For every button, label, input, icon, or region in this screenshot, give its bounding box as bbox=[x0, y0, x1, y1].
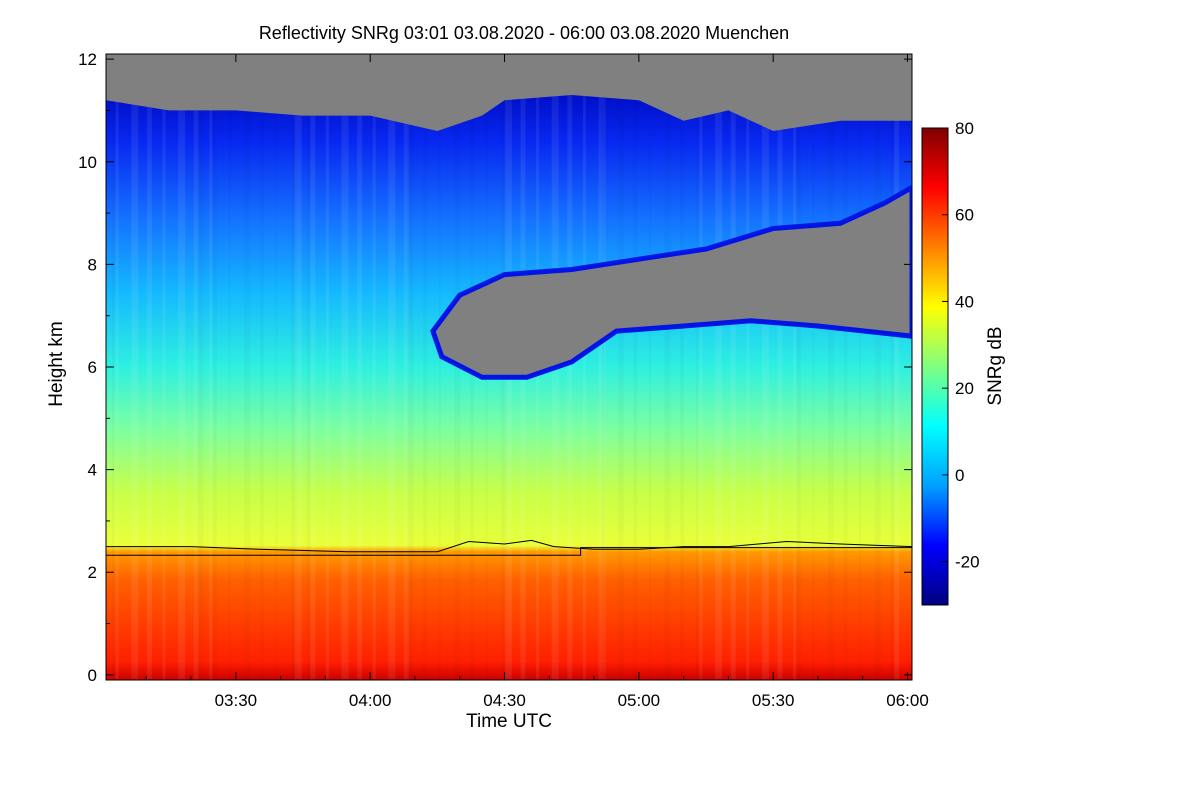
no-signal-region-gap bbox=[432, 187, 912, 378]
y-tick-label: 2 bbox=[88, 563, 97, 582]
fall-streak bbox=[696, 54, 698, 680]
colorbar-tick-label: 0 bbox=[955, 466, 964, 485]
colorbar-scale bbox=[921, 127, 949, 606]
fall-streak bbox=[423, 54, 427, 680]
y-axis-label: Height km bbox=[46, 321, 67, 407]
colorbar-ticks: -20 0 20 40 60 80 bbox=[942, 119, 980, 572]
fall-streak bbox=[357, 54, 363, 680]
fall-streak bbox=[875, 54, 881, 680]
fall-streak bbox=[602, 54, 604, 680]
fall-streak bbox=[633, 54, 637, 680]
fall-streak bbox=[209, 54, 213, 680]
chart-title: Reflectivity SNRg 03:01 03.08.2020 - 06:… bbox=[259, 23, 789, 43]
fall-streak bbox=[294, 54, 302, 680]
fall-streak bbox=[859, 54, 861, 680]
colorbar-label: SNRg dB bbox=[985, 326, 1006, 405]
fall-streak bbox=[746, 54, 750, 680]
fall-streak bbox=[582, 54, 586, 680]
x-tick-label: 05:00 bbox=[618, 691, 661, 710]
colorbar: -20 0 20 40 60 80 SNRg dB bbox=[921, 119, 1006, 606]
fall-streak bbox=[715, 54, 723, 680]
colorbar-tick-label: -20 bbox=[955, 553, 980, 572]
fall-streak bbox=[793, 54, 797, 680]
colorbar-tick-label: 40 bbox=[955, 292, 974, 311]
fall-streak bbox=[162, 54, 166, 680]
fall-streak bbox=[341, 54, 349, 680]
fall-streak bbox=[649, 54, 651, 680]
melting-layer-line bbox=[106, 539, 912, 553]
fall-streak bbox=[699, 54, 703, 680]
fall-streak bbox=[680, 54, 684, 680]
fall-streak bbox=[388, 54, 396, 680]
fall-streak bbox=[307, 54, 311, 680]
fall-streak bbox=[372, 54, 376, 680]
x-tick-label: 04:30 bbox=[483, 691, 526, 710]
x-tick-label: 06:00 bbox=[886, 691, 929, 710]
fall-streak bbox=[618, 54, 624, 680]
fall-streak bbox=[229, 54, 231, 680]
fall-streak bbox=[844, 54, 848, 680]
fall-streak bbox=[244, 54, 250, 680]
fall-streak bbox=[310, 54, 316, 680]
fall-streak bbox=[777, 54, 783, 680]
x-tick-label: 03:30 bbox=[215, 691, 258, 710]
y-axis: 0 2 4 6 8 10 12 bbox=[78, 50, 912, 685]
fall-streak bbox=[439, 54, 441, 680]
colorbar-tick-label: 60 bbox=[955, 206, 974, 225]
plot-area bbox=[106, 54, 912, 680]
fall-streak bbox=[828, 54, 834, 680]
y-tick-label: 8 bbox=[88, 255, 97, 274]
fall-streaks bbox=[115, 54, 900, 680]
y-tick-label: 10 bbox=[78, 153, 97, 172]
y-tick-label: 6 bbox=[88, 358, 97, 377]
fall-streak bbox=[598, 54, 606, 680]
fall-streak bbox=[761, 54, 769, 680]
fall-streak bbox=[275, 54, 277, 680]
fall-streak bbox=[197, 54, 203, 680]
fall-streak bbox=[213, 54, 217, 680]
fall-streak bbox=[131, 54, 139, 680]
x-tick-label: 04:00 bbox=[349, 691, 392, 710]
y-tick-label: 4 bbox=[88, 461, 97, 480]
fall-streak bbox=[260, 54, 264, 680]
fall-streak bbox=[894, 54, 900, 680]
fall-streak bbox=[730, 54, 736, 680]
fall-streak bbox=[665, 54, 671, 680]
fall-streak bbox=[178, 54, 186, 680]
x-tick-label: 05:30 bbox=[752, 691, 795, 710]
fall-streak bbox=[890, 54, 894, 680]
fall-streak bbox=[146, 54, 152, 680]
fall-streak bbox=[812, 54, 814, 680]
colorbar-tick-label: 80 bbox=[955, 119, 974, 138]
y-tick-label: 12 bbox=[78, 50, 97, 69]
colorbar-tick-label: 20 bbox=[955, 379, 974, 398]
fall-streak bbox=[408, 54, 414, 680]
gap-edge-low-signal bbox=[430, 184, 912, 380]
x-axis-label: Time UTC bbox=[466, 711, 552, 732]
no-signal-region-top bbox=[106, 54, 912, 131]
fall-streak bbox=[115, 54, 119, 680]
y-tick-label: 0 bbox=[88, 666, 97, 685]
x-axis: 03:30 04:00 04:30 05:00 05:30 06:00 bbox=[145, 54, 929, 710]
fall-streak bbox=[325, 54, 329, 680]
fall-streak bbox=[193, 54, 199, 680]
fall-streak bbox=[567, 54, 573, 680]
reference-level-line bbox=[106, 547, 912, 556]
fall-streak bbox=[403, 54, 409, 680]
fall-streak bbox=[797, 54, 801, 680]
